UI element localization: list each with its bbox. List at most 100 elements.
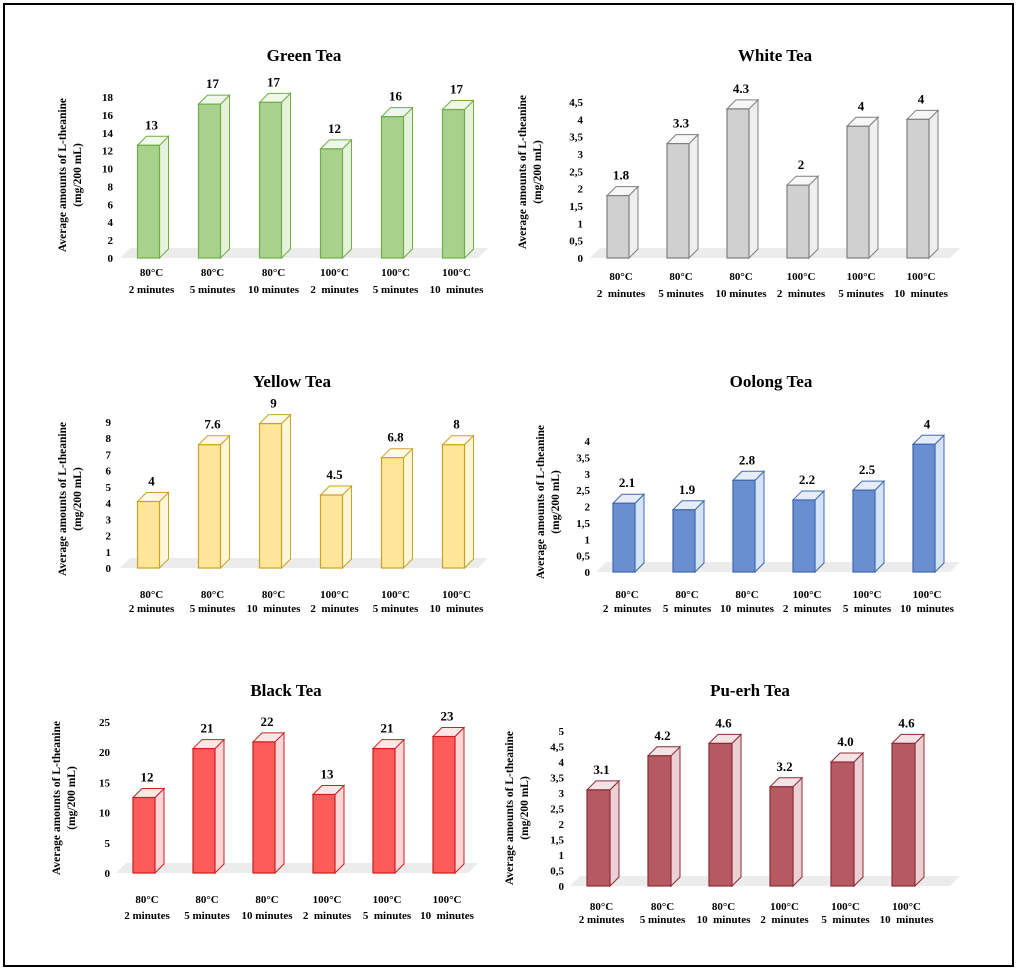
y-axis-label: Average amounts of L-theanine (mg/200 mL): [57, 98, 84, 252]
bar-side: [281, 92, 291, 260]
x-category-label: 100°C: [770, 901, 799, 913]
bar-front: [786, 184, 810, 259]
bar-side: [214, 738, 225, 875]
x-category-label: 100°C: [442, 589, 471, 601]
y-tick-label: 4: [106, 498, 112, 510]
bar-front: [136, 500, 161, 569]
x-category-sublabel: 2 minutes: [129, 603, 175, 615]
data-label: 4.2: [654, 728, 670, 743]
x-category-label: 80°C: [609, 271, 632, 283]
data-label: 23: [441, 708, 455, 723]
x-category-sublabel: 10 minutes: [715, 288, 767, 300]
bar-side: [634, 493, 645, 574]
bar-side: [342, 484, 352, 570]
bar-front: [380, 116, 405, 259]
y-tick-label: 0: [106, 563, 112, 575]
bar-front: [197, 103, 222, 259]
x-category-label: 80°C: [262, 267, 285, 279]
y-axis-label-line: Average amounts of L-theanine: [535, 425, 547, 579]
bar-side: [874, 479, 885, 574]
x-category-sublabel: 5 minutes: [843, 603, 892, 615]
y-tick-label: 1: [106, 547, 112, 559]
bar: [611, 493, 646, 574]
chart-floor: [116, 863, 478, 873]
chart-title: Oolong Tea: [730, 372, 813, 391]
bar-side: [934, 434, 945, 574]
x-category-label: 80°C: [669, 271, 692, 283]
bar-front: [612, 502, 636, 573]
data-label: 21: [201, 721, 214, 736]
x-category-sublabel: 10 minutes: [430, 603, 485, 615]
y-axis-label-line: (mg/200 mL): [66, 766, 78, 830]
data-label: 17: [450, 82, 464, 97]
x-category-label: 100°C: [907, 271, 936, 283]
bar: [768, 776, 804, 888]
x-category-sublabel: 2 minutes: [777, 288, 826, 300]
x-category-label: 100°C: [320, 267, 349, 279]
bar: [380, 106, 414, 260]
y-tick-label: 3: [585, 469, 591, 481]
chart-floor: [120, 248, 488, 258]
x-category-sublabel: 5 minutes: [184, 910, 230, 922]
chart-title: White Tea: [738, 46, 813, 65]
x-category-label: 100°C: [831, 901, 860, 913]
y-tick-label: 6: [106, 466, 112, 478]
chart-white-tea: White Tea Average amounts of L-theanine (m…: [517, 46, 960, 300]
bar-front: [258, 101, 283, 259]
bar: [441, 434, 475, 570]
y-tick-label: 20: [99, 747, 111, 759]
y-tick-label: 8: [108, 181, 114, 193]
y-tick-label: 18: [102, 92, 114, 104]
x-category-label: 100°C: [381, 589, 410, 601]
y-axis-label-line: (mg/200 mL): [72, 143, 84, 207]
data-label: 12: [328, 121, 341, 136]
data-label: 4: [924, 416, 931, 431]
y-tick-label: 3: [106, 514, 112, 526]
bar-side: [928, 109, 939, 260]
bar: [665, 133, 700, 260]
y-tick-label: 6: [108, 199, 114, 211]
y-tick-label: 2,5: [569, 166, 583, 178]
x-category-sublabel: 5 minutes: [190, 284, 236, 296]
bar: [585, 779, 621, 888]
bar-side: [853, 751, 864, 888]
bar: [725, 98, 760, 260]
bar-front: [136, 144, 161, 259]
bar-front: [846, 125, 870, 259]
x-category-sublabel: 2 minutes: [783, 603, 832, 615]
x-category-sublabel: 10 minutes: [420, 910, 475, 922]
bar-front: [606, 195, 630, 259]
bar-front: [312, 793, 336, 874]
y-tick-label: 4,5: [569, 97, 583, 109]
y-axis-label-line: (mg/200 mL): [72, 467, 84, 531]
y-tick-label: 1,5: [550, 835, 564, 847]
data-label: 2.2: [799, 472, 815, 487]
data-label: 3.3: [673, 116, 690, 131]
y-tick-label: 0,5: [576, 551, 590, 563]
bar: [731, 470, 766, 574]
bar-side: [159, 135, 169, 260]
y-tick-label: 0: [585, 567, 591, 579]
x-category-sublabel: 2 minutes: [579, 914, 625, 926]
y-axis-label: Average amounts of L-theanine (mg/200 mL): [517, 95, 544, 249]
bar: [136, 491, 170, 570]
bar-front: [432, 735, 456, 874]
bar-front: [666, 143, 690, 259]
bar: [791, 489, 826, 574]
data-label: 4: [148, 473, 155, 488]
data-label: 4.5: [326, 467, 343, 482]
x-category-label: 100°C: [913, 589, 942, 601]
chart-title: Pu-erh Tea: [710, 681, 790, 700]
y-tick-label: 2,5: [550, 804, 564, 816]
bar: [707, 733, 743, 888]
bar: [890, 733, 926, 888]
y-tick-label: 4: [559, 757, 565, 769]
data-label: 3.1: [593, 762, 609, 777]
y-tick-label: 3: [578, 149, 584, 161]
bar: [191, 738, 226, 875]
y-tick-label: 25: [99, 717, 111, 729]
x-category-sublabel: 10 minutes: [247, 603, 302, 615]
y-tick-label: 3,5: [550, 773, 564, 785]
bar-side: [394, 738, 405, 875]
